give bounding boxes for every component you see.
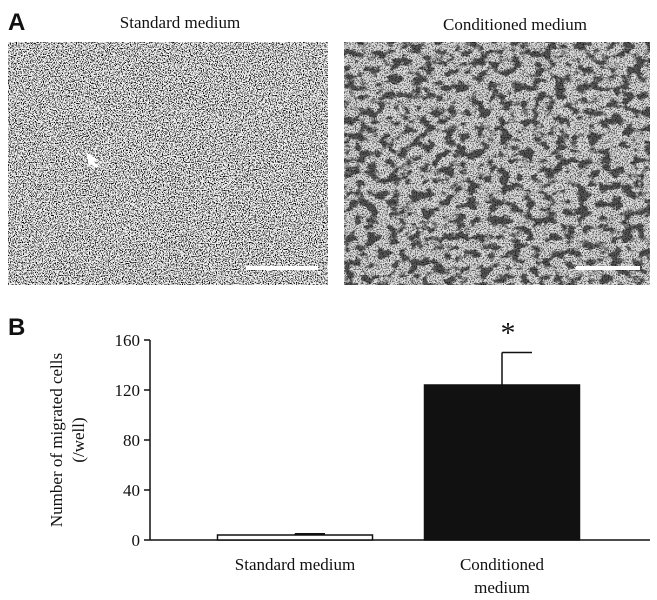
error-bar: [501, 351, 532, 385]
y-axis-label: (/well): [69, 417, 88, 462]
image-title: Conditioned medium: [443, 15, 587, 34]
micrograph: [344, 42, 650, 285]
x-tick-label: Standard medium: [234, 555, 356, 574]
y-tick-label: 80: [123, 431, 140, 450]
x-tick-label: Conditioned medium: [459, 555, 545, 597]
chart: 0 40 80 120 160 Number of migrated cells (/wel…: [47, 317, 650, 550]
y-tick-label: 120: [115, 381, 141, 400]
bar: [216, 534, 374, 541]
y-tick-label: 160: [115, 331, 141, 350]
panel-label: B: [8, 314, 25, 341]
image-title: Standard medium: [120, 13, 240, 32]
error-bar: [294, 533, 325, 535]
micrograph: [8, 42, 328, 285]
annotation: *: [501, 317, 516, 350]
bar: [423, 384, 581, 541]
y-tick-label: 40: [123, 481, 140, 500]
y-axis-label: Number of migrated cells: [47, 353, 66, 527]
y-tick-label: 0: [132, 531, 141, 550]
panel-label: A: [8, 9, 25, 36]
